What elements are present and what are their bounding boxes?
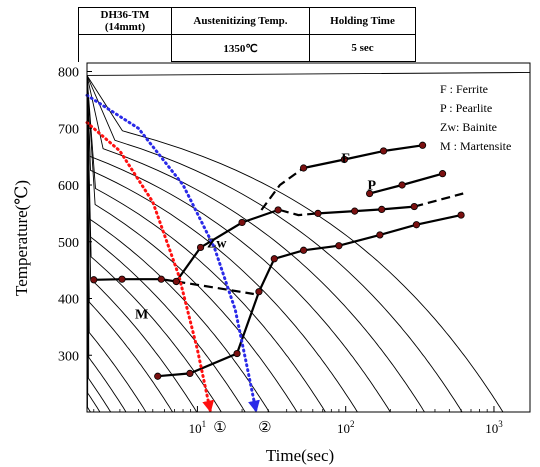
x-tick-label: 103: [485, 419, 503, 436]
axes: 300 400 500 600 700 800 101 102 103: [58, 66, 503, 436]
cooling-path-label: ①: [213, 420, 226, 436]
cooling-curve: [86, 75, 198, 413]
bainite-start-point: [274, 206, 282, 214]
cooling-curve: [86, 75, 504, 413]
ferrite-start-point: [299, 164, 308, 172]
bainite-finish-point: [335, 242, 343, 250]
bainite-finish-point: [154, 372, 162, 380]
martensite-start-point: [118, 275, 126, 283]
cooling-curves: [86, 72, 531, 413]
ferrite-start-point: [418, 141, 427, 149]
legend-entry: P : Pearlite: [440, 101, 492, 115]
bainite-start-line: [175, 208, 279, 283]
bainite-start-point: [196, 243, 205, 252]
cooling-curve: [86, 75, 101, 413]
y-tick-label: 800: [58, 66, 79, 81]
x-tick-label: 101: [189, 419, 207, 436]
sample-note: (14mmt): [104, 21, 146, 33]
cooling-curve: [86, 75, 326, 413]
holding-time-value: 5 sec: [309, 34, 416, 62]
y-axis-label: Temperature(℃): [12, 180, 31, 296]
ferrite-start-line: [303, 144, 423, 170]
pearlite-start-point: [398, 181, 406, 189]
cooling-curve: [86, 75, 425, 413]
martensite-start-point: [172, 277, 180, 286]
bainite-finish-point: [299, 246, 308, 254]
y-tick-label: 400: [58, 293, 79, 308]
region-label: Zw: [207, 236, 227, 251]
sample-name: DH36-TM: [100, 9, 150, 21]
martensite-start-point: [90, 276, 98, 284]
cooling-curve: [86, 75, 298, 413]
legend-entry: M : Martensite: [440, 139, 511, 153]
bainite-finish-point: [233, 349, 241, 358]
pearlite-finish-extension-line: [414, 192, 464, 208]
annotations: F P Zw M ① ②: [135, 151, 377, 436]
martensite-start-extension-line: [176, 280, 254, 296]
bainite-finish-point: [186, 369, 194, 378]
ferrite-start-point: [340, 155, 348, 164]
data-points: [90, 141, 465, 380]
cooling-curve: [86, 75, 147, 413]
pearlite-finish-point: [378, 205, 386, 214]
y-tick-label: 600: [58, 179, 79, 194]
martensite-start-point: [157, 275, 165, 283]
cooling-curve: [86, 75, 463, 413]
x-tick-label: 102: [337, 419, 355, 436]
legend-entry: F : Ferrite: [440, 82, 488, 96]
martensite-start-line: [93, 278, 177, 283]
cooling-curve: [86, 75, 112, 413]
bainite-finish-point: [412, 221, 421, 229]
sample-cell: DH36-TM (14mmt): [78, 7, 172, 35]
austenitizing-line: [86, 72, 531, 76]
ferrite-pearlite-dip-line: [279, 208, 319, 217]
pearlite-finish-point: [410, 202, 418, 211]
y-tick-label: 700: [58, 122, 79, 137]
cooling-curve: [86, 75, 173, 413]
plot-frame: [86, 62, 531, 413]
sample-spacer: [78, 34, 172, 62]
cooling-curve: [86, 75, 127, 413]
bainite-start-point: [238, 218, 246, 227]
bainite-finish-line: [157, 214, 462, 378]
pearlite-start-point: [366, 189, 374, 198]
transformation-lines: [85, 93, 464, 413]
cooling-curve: [86, 75, 246, 413]
bainite-finish-point: [376, 231, 384, 239]
bainite-finish-point: [270, 255, 278, 263]
bainite-finish-point: [255, 288, 263, 296]
pearlite-finish-point: [314, 209, 322, 217]
austenitizing-temp-header: Austenitizing Temp.: [171, 7, 310, 35]
holding-time-header: Holding Time: [309, 7, 416, 35]
ferrite-pearlite-boundary-line: [260, 167, 305, 211]
y-tick-label: 500: [58, 236, 79, 251]
x-axis-label: Time(sec): [266, 446, 334, 465]
region-label: P: [368, 179, 377, 194]
cooling-path-1-line: [85, 121, 215, 413]
pearlite-finish-line: [317, 205, 415, 215]
pearlite-start-point: [438, 170, 447, 178]
austenitizing-temp-value: 1350℃: [171, 34, 310, 62]
cooling-path-label: ②: [258, 420, 271, 436]
pearlite-finish-point: [351, 207, 359, 215]
cooling-curve: [86, 75, 270, 413]
cooling-curve: [86, 75, 358, 413]
y-tick-label: 300: [58, 349, 79, 364]
pearlite-start-line: [369, 172, 443, 195]
legend: F : Ferrite P : Pearlite Zw: Bainite M : Ma…: [440, 82, 511, 153]
region-label: F: [341, 151, 350, 166]
legend-entry: Zw: Bainite: [440, 120, 497, 134]
cooling-curve: [86, 75, 391, 413]
ferrite-start-point: [379, 147, 388, 155]
cooling-path-2-line: [85, 93, 260, 413]
region-label: M: [135, 307, 148, 322]
conditions-table: DH36-TM (14mmt) Austenitizing Temp. Hold…: [78, 7, 416, 62]
bainite-finish-point: [457, 211, 465, 219]
